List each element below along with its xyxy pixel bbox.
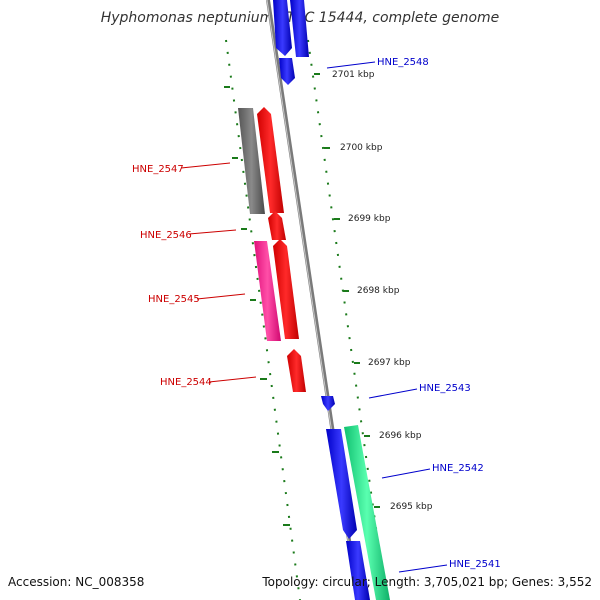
label-hne-2548[interactable]: HNE_2548: [377, 57, 429, 68]
scale-label-2701: 2701 kbp: [332, 70, 375, 80]
left-major-ticks: [224, 86, 290, 526]
scale-label-2698: 2698 kbp: [357, 286, 400, 296]
label-hne-2541[interactable]: HNE_2541: [449, 559, 501, 570]
gene-hne-2546[interactable]: [268, 211, 286, 240]
scale-label-2695: 2695 kbp: [390, 502, 433, 512]
scale-label-2696: 2696 kbp: [379, 431, 422, 441]
label-hne-2542[interactable]: HNE_2542: [432, 463, 484, 474]
right-gene-labels: HNE_2548 HNE_2543 HNE_2542 HNE_2541: [326, 57, 501, 573]
left-gene-labels: HNE_2547 HNE_2546 HNE_2545 HNE_2544: [132, 162, 257, 388]
gene-hne-2541[interactable]: [346, 541, 370, 600]
scale-label-2697: 2697 kbp: [368, 358, 411, 368]
gene-hne-2542-other[interactable]: [344, 425, 390, 600]
gene-hne-2545[interactable]: [273, 239, 299, 339]
label-hne-2543[interactable]: HNE_2543: [419, 383, 471, 394]
gene-hne-2548[interactable]: [279, 58, 295, 85]
scale-label-2700: 2700 kbp: [340, 143, 383, 153]
scale-label-2699: 2699 kbp: [348, 214, 391, 224]
gene-hne-2543[interactable]: [321, 396, 335, 411]
topology-text: Topology: circular; Length: 3,705,021 bp…: [262, 575, 592, 589]
gene-hne-2544[interactable]: [287, 349, 306, 392]
label-hne-2544[interactable]: HNE_2544: [160, 377, 212, 388]
gene-hne-2545-rna[interactable]: [254, 241, 281, 341]
right-major-ticks: [314, 73, 380, 508]
gene-hne-2542[interactable]: [326, 429, 357, 539]
accession-text: Accession: NC_008358: [8, 575, 145, 589]
scale-labels: 2701 kbp 2700 kbp 2699 kbp 2698 kbp 2697…: [332, 70, 433, 512]
label-hne-2546[interactable]: HNE_2546: [140, 230, 192, 241]
topology-value: Topology: circular; Length: 3,705,021 bp…: [262, 575, 592, 589]
gene-hne-2548-top-b[interactable]: [290, 0, 309, 57]
label-hne-2547[interactable]: HNE_2547: [132, 164, 184, 175]
gene-hne-2547[interactable]: [257, 107, 284, 213]
gene-hne-2548-top-a[interactable]: [273, 0, 292, 56]
gene-hne-2547-pseudo[interactable]: [238, 108, 265, 214]
label-hne-2545[interactable]: HNE_2545: [148, 294, 200, 305]
